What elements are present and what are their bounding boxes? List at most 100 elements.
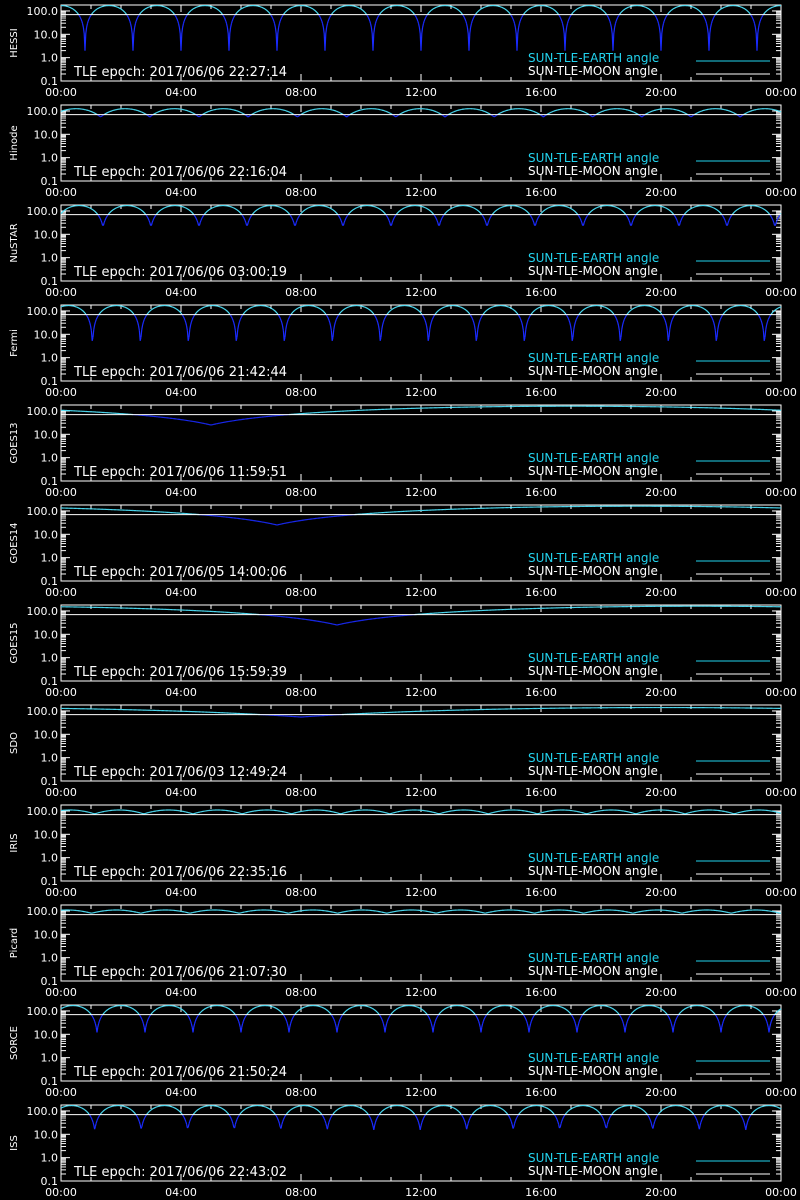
series-earth-segment xyxy=(196,220,199,223)
series-earth-segment xyxy=(225,309,227,312)
series-earth-segment xyxy=(148,115,151,118)
series-earth-segment xyxy=(710,20,713,24)
series-earth-segment xyxy=(418,310,421,313)
series-earth-segment xyxy=(628,310,631,313)
series-earth-segment xyxy=(615,18,618,22)
series-earth-segment xyxy=(88,320,91,323)
series-earth-segment xyxy=(668,209,671,211)
series-earth-segment xyxy=(133,27,136,34)
x-tick-label: 04:00 xyxy=(165,486,197,499)
series-earth-segment xyxy=(159,209,162,211)
series-earth-segment xyxy=(443,115,446,118)
series-earth-segment xyxy=(767,8,770,11)
series-earth-segment xyxy=(343,308,346,310)
tle-epoch-label: TLE epoch: 2017/06/06 22:16:04 xyxy=(73,165,287,180)
series-earth-segment xyxy=(434,312,437,315)
series-earth-segment xyxy=(484,310,487,313)
series-earth-segment xyxy=(323,311,326,314)
series-earth-segment xyxy=(466,310,469,313)
series-earth-segment xyxy=(88,16,91,20)
series-earth-segment xyxy=(193,314,196,317)
series-earth-segment xyxy=(554,10,557,13)
series-earth-segment xyxy=(146,216,149,219)
series-earth-segment xyxy=(658,27,661,34)
series-earth-segment xyxy=(319,16,322,20)
series-earth-segment xyxy=(770,312,773,315)
series-earth-segment xyxy=(374,314,376,317)
series-earth-segment xyxy=(754,23,756,28)
series-earth-segment xyxy=(272,308,275,311)
series-earth-segment xyxy=(420,33,423,51)
series-earth-segment xyxy=(104,218,107,221)
series-earth-segment xyxy=(189,10,192,13)
series-earth-segment xyxy=(422,20,425,24)
series-earth-segment xyxy=(689,115,691,118)
series-earth-segment xyxy=(581,310,583,312)
series-earth-segment xyxy=(568,320,571,323)
series-earth-segment xyxy=(182,316,185,319)
series-earth-segment xyxy=(319,308,322,310)
series-earth-segment xyxy=(471,18,474,22)
y-tick-label: 100.0 xyxy=(27,5,59,18)
series-earth-segment xyxy=(122,10,125,13)
series-earth-segment xyxy=(664,16,667,20)
series-earth-segment xyxy=(382,9,384,12)
series-earth-segment xyxy=(279,318,282,321)
series-earth-segment xyxy=(660,312,663,315)
satellite-label: Hinode xyxy=(9,125,20,160)
x-tick-label: 04:00 xyxy=(165,86,197,99)
series-earth-segment xyxy=(328,320,331,323)
series-earth-segment xyxy=(427,12,430,14)
series-earth-segment xyxy=(617,15,620,18)
series-earth-segment xyxy=(274,310,276,312)
series-earth-segment xyxy=(770,215,772,218)
satellite-label: GOES13 xyxy=(9,422,20,463)
series-earth-segment xyxy=(668,329,671,338)
tle-epoch-label: TLE epoch: 2017/06/06 22:27:14 xyxy=(73,65,287,80)
series-earth-segment xyxy=(425,322,428,327)
series-earth-segment xyxy=(239,9,241,11)
series-earth-segment xyxy=(586,215,588,218)
series-earth-segment xyxy=(371,311,374,314)
y-tick-label: 10.0 xyxy=(34,28,59,41)
series-earth-segment xyxy=(575,9,577,11)
x-tick-label: 20:00 xyxy=(645,86,677,99)
series-earth-segment xyxy=(238,210,240,213)
series-earth-segment xyxy=(274,27,277,34)
series-earth-segment xyxy=(424,16,427,20)
series-earth-segment xyxy=(82,310,84,312)
series-earth-segment xyxy=(431,317,434,320)
series-earth-segment xyxy=(142,319,145,323)
series-earth-segment xyxy=(739,115,742,118)
series-earth-segment xyxy=(149,310,151,312)
series-earth-segment xyxy=(314,10,317,13)
tle-epoch-label: TLE epoch: 2017/06/06 03:00:19 xyxy=(73,265,287,280)
series-earth-segment xyxy=(143,8,146,11)
series-earth-segment xyxy=(142,211,145,214)
series-earth-segment xyxy=(150,222,153,226)
series-earth-segment xyxy=(699,11,702,13)
series-earth-segment xyxy=(495,210,497,212)
series-earth-segment xyxy=(240,316,243,319)
series-earth-segment xyxy=(98,115,100,117)
series-earth-segment xyxy=(343,308,345,311)
series-earth-segment xyxy=(631,220,634,223)
series-earth-segment xyxy=(101,222,104,226)
series-earth-segment xyxy=(100,115,103,118)
series-earth-segment xyxy=(631,308,633,311)
x-tick-label: 16:00 xyxy=(525,486,557,499)
series-earth-segment xyxy=(428,209,431,211)
series-earth-segment xyxy=(245,114,247,117)
series-earth-segment xyxy=(766,319,769,323)
series-earth-segment xyxy=(543,115,545,118)
series-earth-segment xyxy=(538,215,540,218)
series-earth-segment xyxy=(362,9,364,12)
series-earth-segment xyxy=(230,314,232,317)
x-tick-label: 12:00 xyxy=(405,486,437,499)
series-earth-segment xyxy=(151,308,153,311)
series-earth-segment xyxy=(759,18,762,22)
series-earth-segment xyxy=(278,20,281,24)
series-earth-segment xyxy=(670,211,673,214)
series-earth-segment xyxy=(111,210,113,212)
series-earth-segment xyxy=(134,23,136,28)
